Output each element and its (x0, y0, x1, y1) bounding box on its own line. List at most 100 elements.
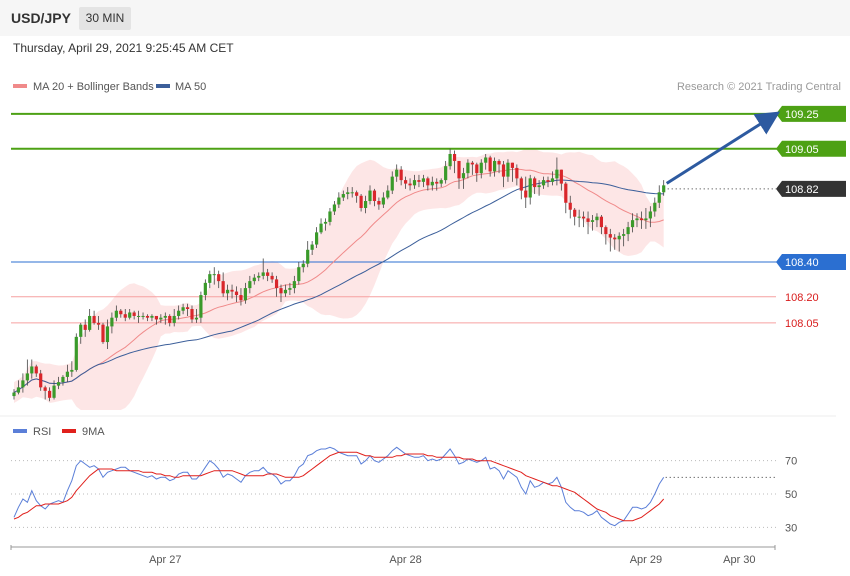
candle (630, 213, 635, 233)
candle (83, 319, 87, 337)
candle (132, 310, 136, 320)
candle (226, 284, 230, 301)
x-tick-label: Apr 28 (389, 554, 421, 566)
candle (662, 180, 666, 196)
level-label: 108.40 (785, 257, 819, 269)
candle (452, 150, 457, 174)
candle (546, 176, 550, 188)
candle (537, 180, 541, 196)
candle (230, 284, 234, 299)
candle (386, 185, 390, 200)
candle (390, 171, 394, 195)
candle (506, 159, 510, 182)
candle (185, 303, 190, 316)
level-label: 108.05 (785, 318, 819, 330)
candle (626, 221, 630, 242)
copyright-text: Research © 2021 Trading Central (677, 81, 841, 93)
candle (96, 315, 101, 330)
candle (154, 315, 158, 325)
trend-arrow (665, 111, 781, 185)
candle (328, 207, 332, 226)
candle (270, 272, 274, 283)
candle (252, 274, 256, 285)
candle (341, 190, 345, 202)
candle (466, 159, 470, 179)
candle (595, 213, 599, 228)
candle (439, 178, 443, 188)
candle (479, 159, 483, 179)
rsi-ma-legend-swatch (62, 429, 76, 433)
candle (528, 174, 532, 205)
rsi-line (13, 446, 665, 527)
candle (470, 160, 474, 175)
candle (355, 190, 359, 203)
current-price-tag (776, 180, 846, 197)
candle (141, 312, 145, 320)
candle (484, 153, 488, 170)
bollinger-band (14, 148, 664, 410)
candle (519, 176, 523, 200)
candle (363, 195, 368, 214)
candle (568, 195, 572, 219)
candle (168, 314, 172, 327)
candle (137, 310, 141, 323)
candle (30, 359, 34, 379)
candle (52, 380, 56, 400)
candle (190, 305, 194, 323)
candle (101, 322, 105, 344)
candle (248, 275, 252, 294)
candle (541, 176, 546, 189)
candle (408, 178, 412, 191)
rsi-ma-line (13, 451, 665, 522)
ma20-legend-label: MA 20 + Bollinger Bands (33, 81, 154, 93)
x-tick-label: Apr 29 (630, 554, 662, 566)
candle (199, 291, 203, 323)
candle (412, 174, 417, 189)
candle (145, 314, 150, 322)
candle (70, 361, 74, 377)
candle (430, 176, 434, 191)
candle (34, 364, 38, 377)
candle (323, 218, 328, 231)
candle (208, 270, 212, 289)
candle (377, 197, 381, 210)
candle (279, 284, 283, 303)
rsi-tick-label: 50 (785, 489, 797, 501)
candle (283, 284, 288, 297)
timestamp: Thursday, April 29, 2021 9:25:45 AM CET (13, 41, 234, 55)
candle (515, 164, 519, 186)
candle (417, 174, 421, 188)
candle (163, 312, 167, 325)
candle (306, 241, 310, 268)
rsi-legend-swatch (13, 429, 27, 433)
candle (524, 176, 528, 208)
candle (221, 272, 225, 297)
candle (74, 333, 78, 372)
candle (203, 279, 207, 301)
candle (497, 159, 501, 174)
candle (359, 194, 363, 212)
candle (217, 270, 221, 289)
candle (421, 174, 425, 188)
candle (501, 160, 506, 188)
candle (475, 162, 479, 182)
candle (12, 389, 16, 400)
candle (533, 176, 537, 195)
candle (39, 369, 43, 391)
level-label: 108.20 (785, 292, 819, 304)
timeframe-badge[interactable]: 30 MIN (79, 7, 131, 30)
candle (381, 192, 385, 208)
candle (25, 359, 29, 386)
candle (604, 225, 608, 245)
candle (61, 375, 65, 386)
candle (119, 308, 123, 318)
level-label: 109.05 (785, 144, 819, 156)
candle (288, 282, 292, 296)
candle (622, 228, 626, 247)
candle (79, 322, 83, 344)
x-tick-label: Apr 30 (723, 554, 755, 566)
candle (395, 164, 399, 182)
candle (181, 303, 185, 315)
candle (332, 201, 336, 215)
